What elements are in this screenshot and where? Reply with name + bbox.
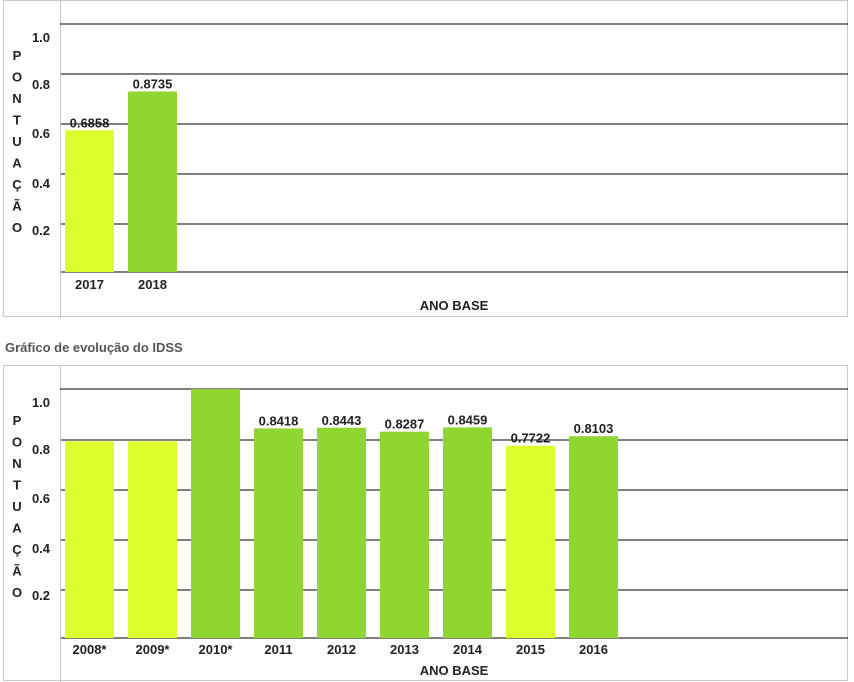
chart2-data-label: 0.7722 bbox=[511, 431, 551, 446]
chart1-ylabel-letter: O bbox=[12, 70, 22, 85]
chart1-ylabel-letter: O bbox=[12, 220, 22, 235]
chart2-ytick-label: 0.6 bbox=[32, 491, 50, 506]
chart2-ytick-label: 0.8 bbox=[32, 442, 50, 457]
chart1-ylabel-letter: A bbox=[12, 156, 22, 171]
chart2-ytick-label: 0.4 bbox=[32, 541, 51, 556]
chart2-xtick-label: 2016 bbox=[579, 642, 608, 657]
chart2-bar bbox=[380, 431, 429, 638]
chart2-ylabel-letter: T bbox=[13, 478, 21, 493]
section-title: Gráfico de evolução do IDSS bbox=[5, 340, 183, 355]
chart2-xtick-label: 2013 bbox=[390, 642, 419, 657]
chart2-bar bbox=[128, 441, 177, 638]
chart1-ytick-label: 0.8 bbox=[32, 77, 50, 92]
chart2-xtick-label: 2009* bbox=[136, 642, 171, 657]
chart1-bar bbox=[128, 91, 177, 272]
chart2-data-label: 0.8443 bbox=[322, 413, 362, 428]
chart2-xtick-label: 2014 bbox=[453, 642, 483, 657]
chart2-xtick-label: 2010* bbox=[199, 642, 234, 657]
chart2-ylabel-letter: P bbox=[13, 413, 22, 428]
chart2-bar bbox=[506, 445, 555, 638]
chart2-xtick-label: 2012 bbox=[327, 642, 356, 657]
chart1-ytick-label: 0.6 bbox=[32, 126, 50, 141]
chart2-bar bbox=[191, 389, 240, 638]
chart2-bar bbox=[317, 427, 366, 638]
chart1-ylabel-letter: N bbox=[12, 91, 21, 106]
chart2-bar bbox=[569, 436, 618, 638]
chart2-ylabel-letter: Ã bbox=[12, 564, 22, 579]
chart2-xlabel: ANO BASE bbox=[420, 663, 489, 678]
chart2-ylabel-letter: O bbox=[12, 585, 22, 600]
chart2-bar bbox=[443, 427, 492, 638]
chart1-ylabel-letter: T bbox=[13, 113, 21, 128]
chart-2017-2018-svg: 0.20.40.60.81.0PONTUAÇÃO0.685820170.8735… bbox=[12, 1, 848, 318]
chart1-xtick-label: 2017 bbox=[75, 277, 104, 292]
chart2-ylabel-letter: Ç bbox=[12, 542, 22, 557]
chart2-data-label: 0.8459 bbox=[448, 412, 488, 427]
chart1-data-label: 0.6858 bbox=[70, 115, 110, 130]
chart-2008-2016: 0.2 0.4 0.6 0.8 1.0 P O N T U A Ç Ã O 2008* 2009* 2010* 0… bbox=[3, 365, 848, 682]
chart1-xtick-label: 2018 bbox=[138, 277, 167, 292]
chart2-xtick-label: 2008* bbox=[73, 642, 108, 657]
chart1-ylabel-letter: P bbox=[13, 48, 22, 63]
chart1-ytick-label: 0.4 bbox=[32, 176, 51, 191]
chart2-ylabel-letter: U bbox=[12, 499, 21, 514]
chart1-xlabel: ANO BASE bbox=[420, 298, 489, 313]
chart2-data-label: 0.8103 bbox=[574, 421, 614, 436]
chart2-data-label: 0.8418 bbox=[259, 413, 299, 428]
chart2-xtick-label: 2011 bbox=[264, 642, 292, 657]
chart1-ylabel-letter: Ã bbox=[12, 199, 22, 214]
chart2-ytick-label: 1.0 bbox=[32, 395, 50, 410]
chart1-ytick-label: 1.0 bbox=[32, 30, 50, 45]
chart1-ylabel-letter: U bbox=[12, 134, 21, 149]
chart2-ylabel-letter: N bbox=[12, 456, 21, 471]
chart2-ylabel-letter: O bbox=[12, 435, 22, 450]
chart2-xtick-label: 2015 bbox=[516, 642, 545, 657]
chart-2017-2018: 0.2 0.4 0.6 0.8 1.0 P O N T U A Ç Ã O 0.6858 2017 0.8735… bbox=[3, 0, 848, 318]
chart1-ylabel-letter: Ç bbox=[12, 177, 22, 192]
chart2-ylabel-letter: A bbox=[12, 521, 22, 536]
chart2-data-label: 0.8287 bbox=[385, 417, 425, 432]
chart2-ytick-label: 0.2 bbox=[32, 588, 50, 603]
chart2-bar bbox=[65, 441, 114, 638]
chart1-ytick-label: 0.2 bbox=[32, 223, 50, 238]
chart2-bar bbox=[254, 428, 303, 638]
chart1-data-label: 0.8735 bbox=[133, 76, 173, 91]
chart1-bar bbox=[65, 130, 114, 272]
